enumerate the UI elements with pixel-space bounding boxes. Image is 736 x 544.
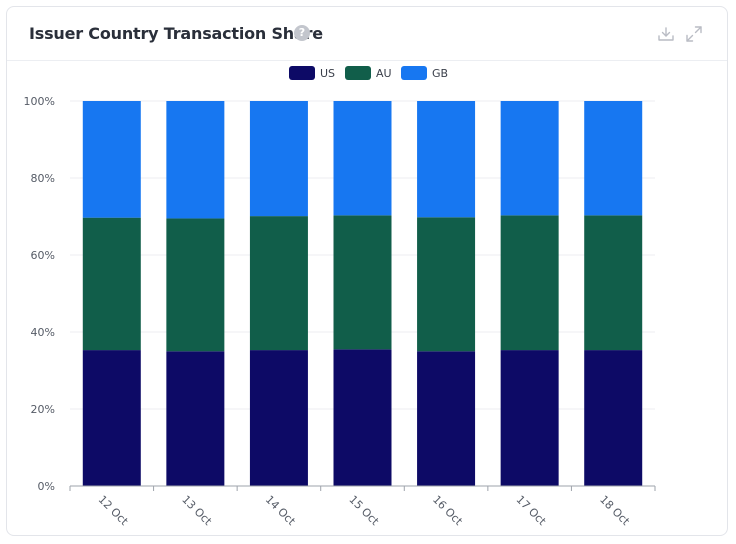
bar-us <box>249 350 308 486</box>
bar-gb <box>417 101 476 218</box>
bar-us <box>584 350 643 486</box>
legend-swatch-gb <box>401 66 427 80</box>
bar-au <box>333 215 392 350</box>
x-tick-label: 18 Oct <box>597 493 632 528</box>
card-header: Issuer Country Transaction Share ? <box>7 7 727 61</box>
bar-us <box>333 349 392 486</box>
bar-au <box>82 217 141 351</box>
bar-us <box>417 351 476 486</box>
legend-label-us: US <box>320 67 335 80</box>
y-tick-label: 40% <box>31 326 55 339</box>
bar-au <box>500 215 559 351</box>
x-tick-label: 14 Oct <box>263 493 298 528</box>
y-tick-label: 100% <box>24 95 55 108</box>
legend-label-au: AU <box>376 67 392 80</box>
y-tick-label: 80% <box>31 172 55 185</box>
bar-gb <box>500 101 559 216</box>
bar-gb <box>249 101 308 217</box>
x-tick-label: 16 Oct <box>430 493 465 528</box>
bar-us <box>500 350 559 486</box>
bar-au <box>584 215 643 351</box>
legend-swatch-us <box>289 66 315 80</box>
bar-au <box>166 218 225 352</box>
chart-title: Issuer Country Transaction Share <box>29 24 323 43</box>
y-tick-label: 0% <box>38 480 55 493</box>
y-tick-label: 60% <box>31 249 55 262</box>
x-tick-label: 15 Oct <box>346 493 381 528</box>
bar-gb <box>584 101 643 216</box>
x-tick-label: 12 Oct <box>96 493 131 528</box>
expand-icon[interactable] <box>685 25 703 43</box>
bar-us <box>166 351 225 486</box>
bar-gb <box>333 101 392 216</box>
download-icon[interactable] <box>657 25 675 43</box>
bar-au <box>417 217 476 352</box>
bar-gb <box>166 101 225 219</box>
y-tick-label: 20% <box>31 403 55 416</box>
bar-gb <box>82 101 141 218</box>
legend-swatch-au <box>345 66 371 80</box>
x-tick-label: 17 Oct <box>514 493 549 528</box>
bar-us <box>82 350 141 486</box>
bar-au <box>249 216 308 351</box>
x-tick-label: 13 Oct <box>179 493 214 528</box>
legend-label-gb: GB <box>432 67 448 80</box>
question-circle-icon[interactable]: ? <box>294 25 310 41</box>
